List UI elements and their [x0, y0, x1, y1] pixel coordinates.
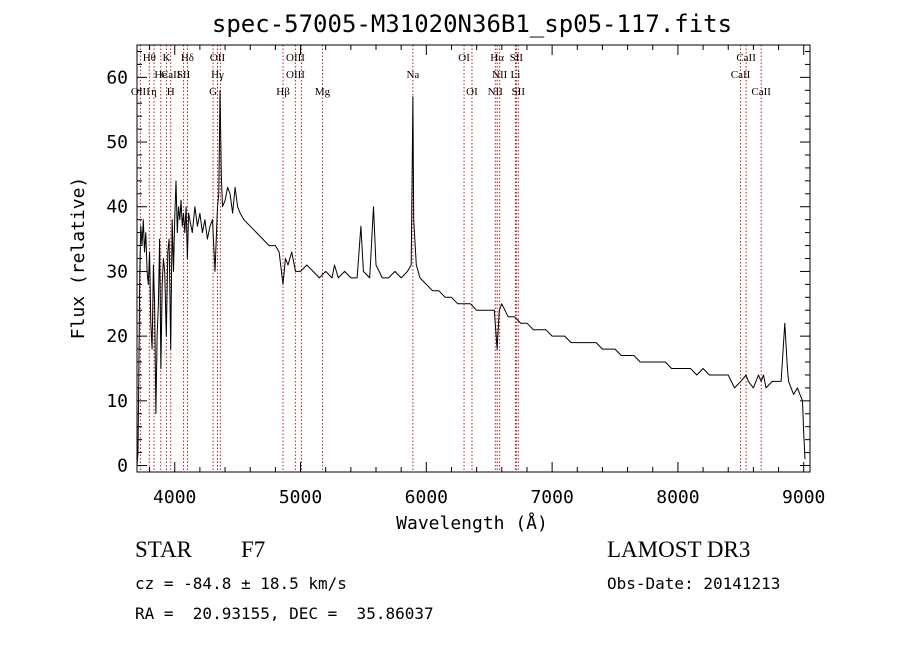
line-label: OIII	[286, 69, 305, 81]
y-tick-label: 30	[106, 261, 128, 282]
y-tick-label: 10	[106, 391, 128, 412]
x-tick-label: 9000	[782, 487, 825, 508]
x-tick-label: 5000	[279, 487, 322, 508]
line-label: Hα	[490, 52, 504, 64]
x-tick-label: 8000	[656, 487, 699, 508]
x-tick-label: 4000	[153, 487, 196, 508]
line-label: K	[162, 52, 170, 64]
axis-ticks-group: 4000 5000 6000 7000 8000 9000 0 10 20 30 40 50 60	[106, 45, 825, 508]
redshift-cz: cz = -84.8 ± 18.5 km/s	[135, 574, 347, 593]
line-label: Na	[406, 69, 419, 81]
line-label: NII	[488, 86, 504, 98]
line-label: CaII	[751, 86, 771, 98]
line-label: η	[151, 86, 157, 98]
line-label: NII	[492, 69, 508, 81]
line-label: SII	[512, 86, 526, 98]
line-label: Mg	[315, 86, 331, 98]
line-label: Hθ	[143, 52, 156, 64]
x-axis-label: Wavelength (Å)	[396, 512, 548, 534]
line-label: OI	[466, 86, 478, 98]
line-label: SII	[510, 52, 524, 64]
line-label: Hβ	[276, 86, 290, 98]
chart-title: spec-57005-M31020N36B1_sp05-117.fits	[212, 10, 732, 38]
y-tick-label: 40	[106, 197, 128, 218]
line-label: CaII	[731, 69, 751, 81]
line-label: G	[209, 86, 217, 98]
line-label: Hγ	[211, 69, 224, 81]
x-tick-label: 7000	[530, 487, 573, 508]
y-tick-label: 60	[106, 67, 128, 88]
line-label: OIII	[131, 86, 150, 98]
y-tick-label: 50	[106, 132, 128, 153]
line-label: CaII	[161, 69, 181, 81]
line-label: Li	[510, 69, 520, 81]
y-tick-label: 20	[106, 326, 128, 347]
y-axis-label: Flux (relative)	[68, 177, 89, 340]
plot-frame	[136, 44, 811, 473]
obs-date: Obs-Date: 20141213	[607, 574, 781, 593]
object-class: STAR	[135, 537, 192, 562]
line-label: Hδ	[181, 52, 194, 64]
subclass: F7	[241, 537, 266, 562]
line-label: CaII	[736, 52, 756, 64]
line-label: OIII	[286, 52, 305, 64]
line-label: SII	[177, 69, 191, 81]
y-tick-label: 0	[117, 456, 128, 477]
line-label: OI	[458, 52, 470, 64]
line-label: H	[167, 86, 175, 98]
x-tick-label: 6000	[405, 487, 448, 508]
ra-dec-coords: RA = 20.93155, DEC = 35.86037	[135, 604, 434, 623]
line-label: OII	[210, 52, 226, 64]
line-markers-group	[139, 45, 762, 472]
survey-label: LAMOST DR3	[607, 537, 751, 562]
spectrum-line	[136, 89, 806, 466]
spectrum-group	[136, 89, 806, 466]
line-label: He	[154, 69, 167, 81]
